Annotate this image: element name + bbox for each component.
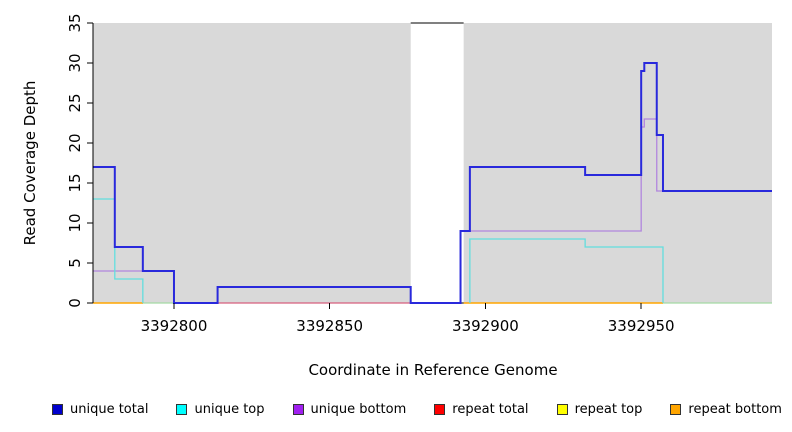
legend-item-repeat-bottom: repeat bottom [670,402,782,417]
y-tick-label: 30 [66,53,84,72]
x-tick-label: 3392800 [141,317,208,335]
y-tick-label: 20 [66,133,84,152]
legend: unique total unique top unique bottom re… [52,400,782,418]
legend-item-unique-bottom: unique bottom [292,401,407,417]
legend-label: repeat bottom [688,401,782,417]
series-unique-top [93,198,144,303]
y-axis-title: Read Coverage Depth [21,80,39,246]
legend-item-repeat-top: repeat top [556,401,643,417]
legend-swatch-icon [670,403,682,415]
series-unique-total [93,62,772,304]
x-tick-label: 3392900 [452,317,519,335]
legend-item-unique-top: unique top [176,401,265,417]
x-axis-title: Coordinate in Reference Genome [308,361,558,379]
legend-label: repeat top [574,401,643,417]
legend-swatch-icon [176,403,188,415]
series-unique-top [469,238,664,303]
y-tick-label: 0 [66,298,84,308]
x-tick-label: 3392850 [296,317,363,335]
legend-item-repeat-total: repeat total [434,401,529,417]
y-tick-label: 35 [66,13,84,32]
legend-label: unique total [70,401,149,417]
y-tick-label: 5 [66,258,84,268]
legend-swatch-icon [292,403,304,415]
y-tick-label: 15 [66,173,84,192]
legend-swatch-icon [52,403,63,415]
legend-swatch-icon [434,403,446,415]
legend-label: repeat total [452,401,529,417]
y-tick-label: 10 [66,213,84,232]
legend-swatch-icon [556,403,568,415]
y-tick-label: 25 [66,93,84,112]
series-unique-bottom [459,118,772,303]
masked-region-band [410,23,464,303]
legend-item-unique-total: unique total [52,402,148,417]
legend-label: unique bottom [310,401,407,417]
legend-label: unique top [194,401,265,417]
x-tick-label: 3392950 [608,317,675,335]
